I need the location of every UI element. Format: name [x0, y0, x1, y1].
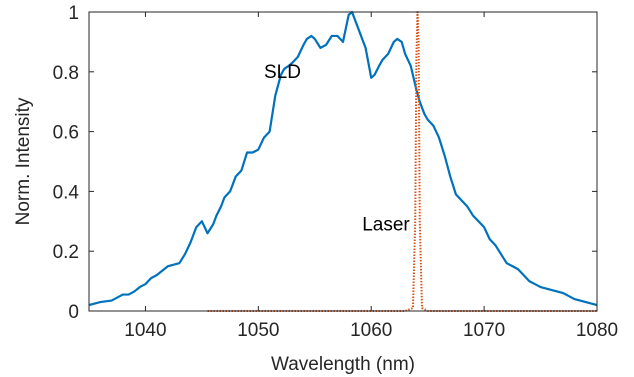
y-tick-label: 0.4 — [53, 182, 80, 203]
x-axis-title: Wavelength (nm) — [271, 354, 415, 375]
y-tick-label: 0 — [68, 302, 79, 323]
annotation-laser: Laser — [362, 214, 410, 235]
series-line-sld — [88, 10, 598, 307]
y-tick-label: 0.6 — [53, 123, 79, 144]
y-tick-label: 1 — [68, 3, 79, 24]
y-axis-title: Norm. Intensity — [13, 97, 34, 225]
ticks-layer — [89, 11, 598, 312]
annotation-sld: SLD — [264, 62, 301, 83]
y-tick-label: 0.2 — [53, 242, 79, 263]
plot-area-box — [88, 11, 598, 312]
x-tick-label: 1060 — [350, 320, 392, 341]
y-tick-label: 0.8 — [53, 63, 79, 84]
x-tick-label: 1070 — [463, 320, 505, 341]
x-tick-label: 1050 — [237, 320, 279, 341]
x-tick-label: 1040 — [124, 320, 166, 341]
x-tick-label: 1080 — [576, 320, 618, 341]
tick-labels-layer: 1040 1050 1060 1070 1080 0 0.2 0.4 0.6 0.8 1 — [53, 3, 619, 341]
